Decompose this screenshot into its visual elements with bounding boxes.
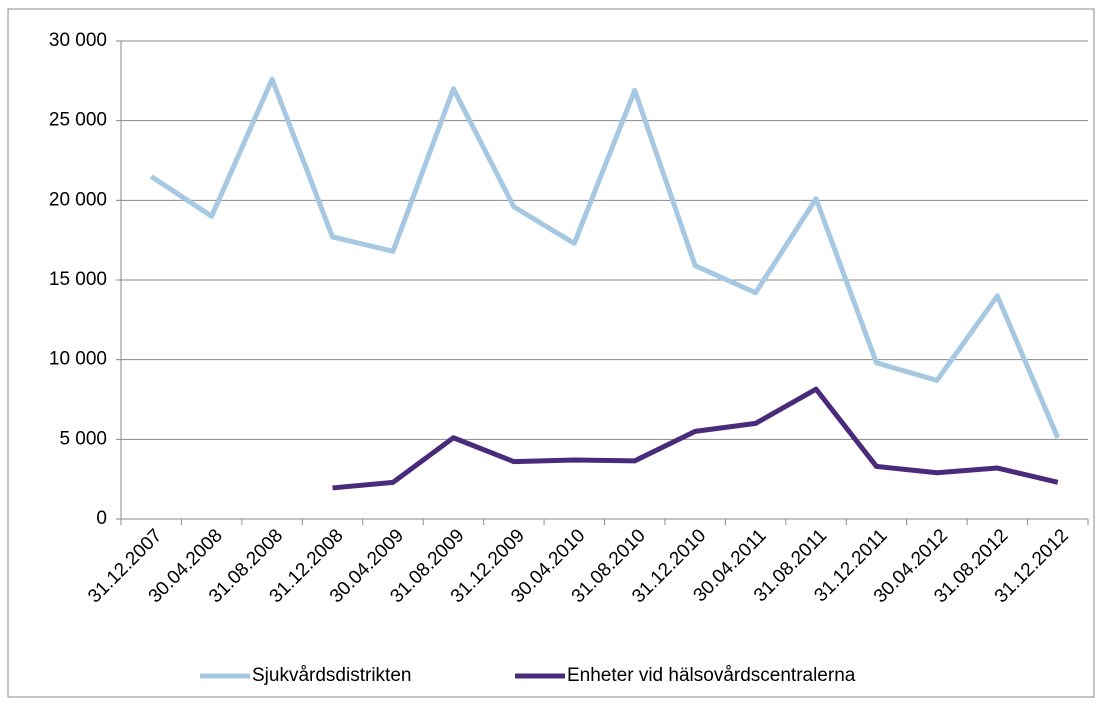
legend-label: Sjukvårdsdistrikten — [252, 665, 411, 686]
y-tick-label: 5 000 — [59, 428, 107, 449]
y-tick-label: 20 000 — [49, 189, 107, 210]
chart-border — [7, 8, 1095, 698]
y-tick-label: 15 000 — [49, 269, 107, 290]
y-tick-label: 0 — [96, 508, 107, 529]
y-tick-label: 25 000 — [49, 110, 107, 131]
series-line — [332, 386, 1059, 491]
series-line — [149, 76, 1061, 439]
y-tick-label: 30 000 — [49, 30, 107, 51]
legend-label: Enheter vid hälsovårdscentralerna — [567, 665, 856, 686]
y-tick-label: 10 000 — [49, 349, 107, 370]
